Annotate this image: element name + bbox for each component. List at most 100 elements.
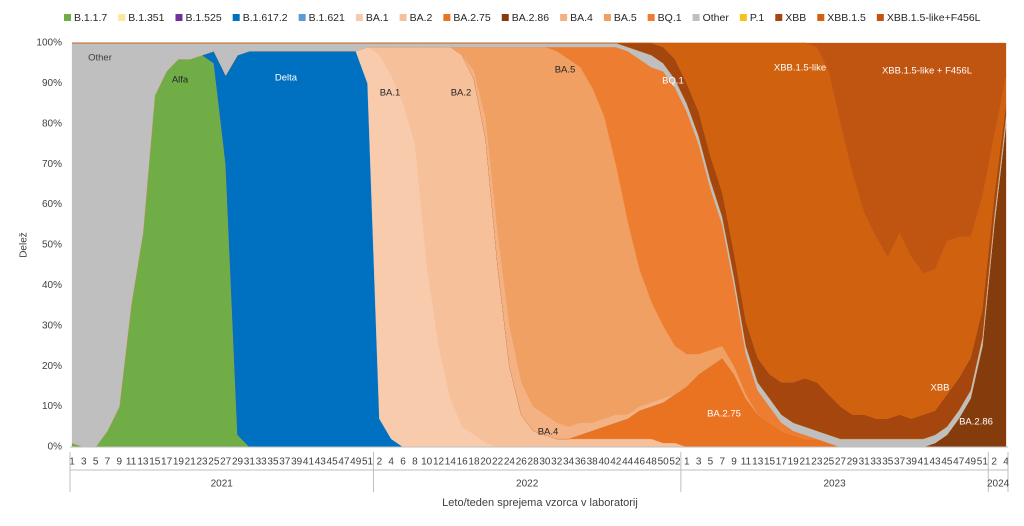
legend-label: Other [703, 12, 730, 24]
x-tick-label: 47 [953, 457, 965, 468]
x-tick-label: 35 [882, 457, 894, 468]
x-tick-label: 46 [634, 457, 646, 468]
x-tick-label: 17 [776, 457, 788, 468]
x-tick-label: 9 [731, 457, 737, 468]
x-tick-label: 11 [126, 457, 137, 468]
x-tick-label: 4 [1003, 457, 1009, 468]
legend-label: P.1 [750, 12, 765, 24]
legend-label: BA.1 [366, 12, 389, 24]
legend-swatch [232, 14, 240, 21]
x-tick-label: 29 [232, 457, 244, 468]
x-tick-label: 51 [977, 457, 989, 468]
x-tick-label: 4 [388, 457, 394, 468]
x-tick-label: 37 [894, 457, 906, 468]
x-tick-label: 27 [835, 457, 847, 468]
y-tick-label: 80% [42, 118, 62, 129]
x-tick-label: 51 [362, 457, 374, 468]
legend-label: XBB.1.5 [827, 12, 866, 24]
annotation: BA.2 [451, 88, 472, 99]
x-tick-label: 27 [220, 457, 232, 468]
legend-swatch [443, 14, 451, 21]
y-tick-label: 60% [42, 199, 62, 210]
x-tick-label: 49 [965, 457, 977, 468]
x-tick-label: 40 [598, 457, 610, 468]
y-tick-label: 20% [42, 361, 62, 372]
x-tick-label: 18 [468, 457, 480, 468]
y-tick-label: 40% [42, 280, 62, 291]
annotation: Alfa [172, 75, 189, 86]
x-group-label: 2024 [987, 479, 1010, 490]
legend-swatch [817, 14, 825, 21]
area [72, 42, 1007, 274]
x-tick-label: 19 [173, 457, 185, 468]
x-tick-label: 9 [117, 457, 123, 468]
x-axis-label: Leto/teden sprejema vzorca v laboratorij [442, 497, 638, 509]
legend-label: BA.2.75 [453, 12, 491, 24]
x-tick-label: 48 [646, 457, 658, 468]
legend-swatch [647, 14, 655, 21]
x-tick-label: 45 [941, 457, 953, 468]
x-group-label: 2022 [516, 479, 539, 490]
x-tick-label: 22 [492, 457, 504, 468]
x-tick-label: 28 [528, 457, 540, 468]
annotation: BQ.1 [662, 76, 684, 87]
y-tick-label: 30% [42, 320, 62, 331]
annotation: XBB.1.5-like [774, 63, 826, 74]
x-tick-label: 39 [906, 457, 918, 468]
legend-label: XBB [785, 12, 806, 24]
x-tick-label: 7 [105, 457, 111, 468]
legend-label: B.1.621 [309, 12, 345, 24]
x-tick-label: 16 [457, 457, 469, 468]
x-tick-label: 6 [400, 457, 406, 468]
legend-label: BA.5 [614, 12, 637, 24]
y-axis-label: Delež [19, 232, 30, 258]
x-tick-label: 12 [433, 457, 445, 468]
x-tick-label: 33 [870, 457, 882, 468]
legend-label: B.1.525 [185, 12, 221, 24]
x-tick-label: 39 [291, 457, 303, 468]
legend-label: BA.2 [410, 12, 433, 24]
legend-label: BQ.1 [658, 12, 682, 24]
annotation: BA.4 [538, 427, 559, 438]
x-tick-label: 25 [208, 457, 220, 468]
x-group-label: 2023 [823, 479, 846, 490]
y-tick-label: 50% [42, 240, 62, 251]
x-tick-label: 31 [859, 457, 871, 468]
legend-swatch [501, 14, 509, 21]
x-tick-label: 32 [551, 457, 563, 468]
x-tick-label: 23 [196, 457, 208, 468]
x-tick-label: 45 [327, 457, 339, 468]
x-tick-label: 43 [930, 457, 942, 468]
legend-swatch [603, 14, 611, 21]
x-tick-label: 41 [918, 457, 930, 468]
legend-label: B.1.351 [128, 12, 164, 24]
x-tick-label: 2 [991, 457, 997, 468]
x-tick-label: 24 [504, 457, 516, 468]
x-group-label: 2021 [211, 479, 234, 490]
x-tick-label: 20 [480, 457, 492, 468]
x-tick-label: 43 [315, 457, 327, 468]
legend-swatch [64, 14, 71, 21]
legend-swatch [175, 14, 183, 21]
x-tick-label: 1 [684, 457, 690, 468]
y-tick-label: 10% [42, 401, 62, 412]
x-tick-label: 41 [303, 457, 315, 468]
x-tick-label: 5 [708, 457, 714, 468]
legend-swatch [775, 14, 783, 21]
annotation: BA.2.86 [959, 417, 993, 428]
annotation: Delta [275, 73, 298, 84]
annotation: BA.2.75 [707, 409, 741, 420]
x-tick-label: 21 [185, 457, 197, 468]
legend-swatch [118, 14, 126, 21]
y-tick-label: 90% [42, 78, 62, 89]
annotation: Other [88, 53, 112, 64]
annotation: XBB.1.5-like + F456L [882, 66, 972, 77]
legend-swatch [692, 14, 700, 21]
x-tick-label: 19 [788, 457, 800, 468]
x-tick-label: 15 [764, 457, 776, 468]
x-tick-label: 52 [669, 457, 681, 468]
x-tick-label: 34 [563, 457, 575, 468]
x-tick-label: 37 [279, 457, 291, 468]
x-tick-label: 36 [575, 457, 587, 468]
